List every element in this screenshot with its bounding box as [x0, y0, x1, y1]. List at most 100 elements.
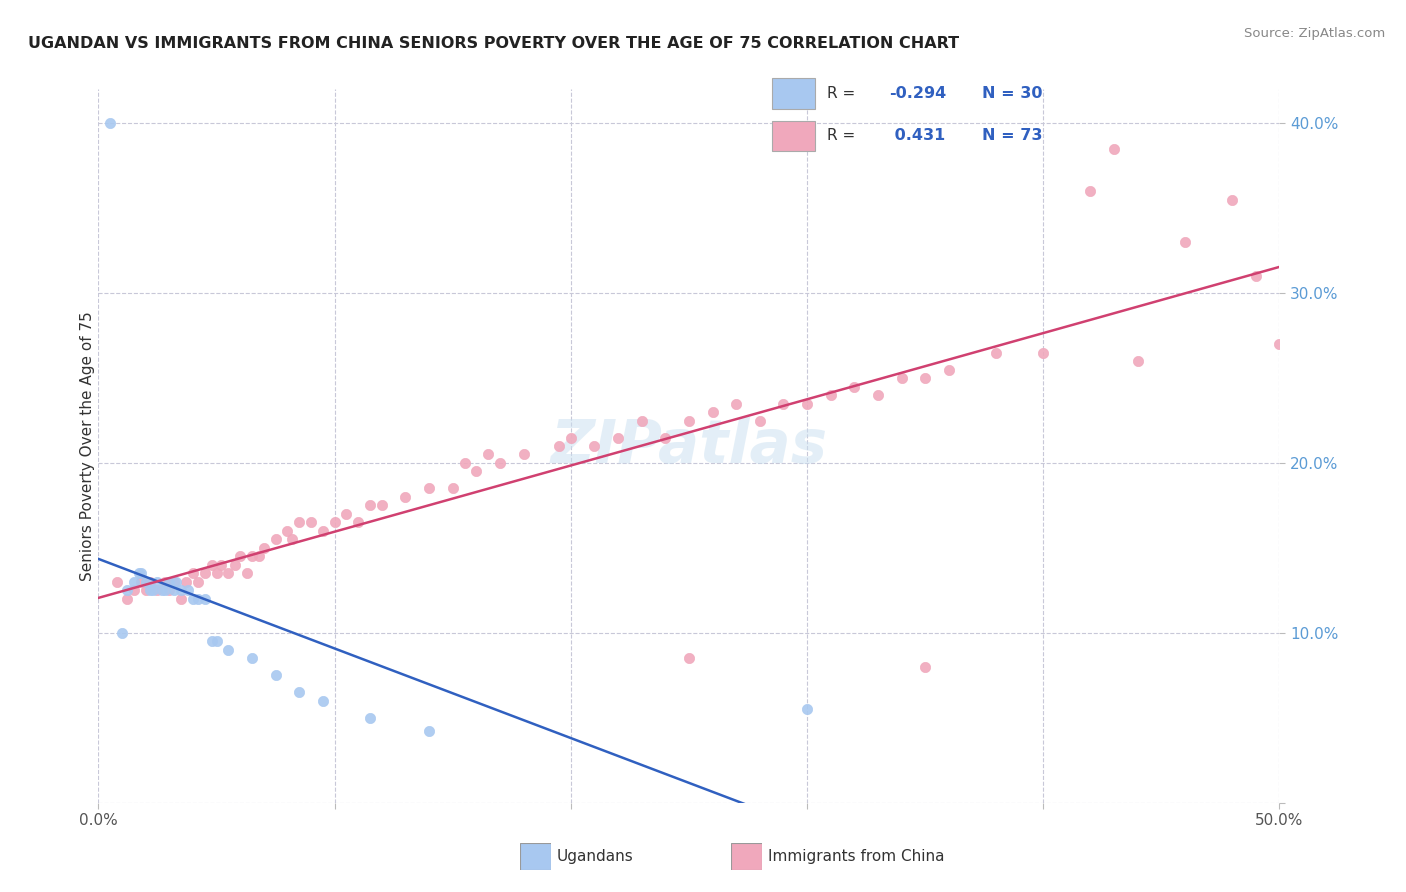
Point — [796, 702, 818, 716]
Point — [146, 574, 169, 589]
Point — [187, 591, 209, 606]
Point — [347, 516, 370, 530]
Point — [276, 524, 298, 538]
Text: Ugandans: Ugandans — [557, 849, 634, 863]
Point — [194, 591, 217, 606]
Point — [914, 371, 936, 385]
Point — [224, 558, 246, 572]
Point — [477, 448, 499, 462]
Point — [1126, 354, 1149, 368]
Point — [418, 482, 440, 496]
Point — [129, 574, 152, 589]
Text: R =: R = — [827, 128, 860, 144]
Point — [725, 396, 748, 410]
Point — [174, 574, 197, 589]
Text: N = 73: N = 73 — [981, 128, 1042, 144]
Point — [914, 660, 936, 674]
Point — [177, 583, 200, 598]
Text: -0.294: -0.294 — [889, 86, 946, 101]
Point — [678, 651, 700, 665]
Point — [194, 566, 217, 581]
Text: UGANDAN VS IMMIGRANTS FROM CHINA SENIORS POVERTY OVER THE AGE OF 75 CORRELATION : UGANDAN VS IMMIGRANTS FROM CHINA SENIORS… — [28, 36, 959, 51]
Point — [359, 711, 381, 725]
Point — [217, 566, 239, 581]
Point — [418, 724, 440, 739]
Point — [1220, 193, 1243, 207]
Point — [153, 583, 176, 598]
Point — [866, 388, 889, 402]
Point — [312, 524, 335, 538]
Point — [153, 574, 176, 589]
Point — [359, 499, 381, 513]
Point — [129, 566, 152, 581]
Text: ZIPatlas: ZIPatlas — [550, 417, 828, 475]
Text: Source: ZipAtlas.com: Source: ZipAtlas.com — [1244, 27, 1385, 40]
Point — [548, 439, 571, 453]
Text: R =: R = — [827, 86, 860, 101]
Point — [240, 549, 263, 564]
Point — [229, 549, 252, 564]
Point — [170, 591, 193, 606]
Point — [820, 388, 842, 402]
Point — [678, 413, 700, 427]
Text: Immigrants from China: Immigrants from China — [768, 849, 945, 863]
Point — [465, 465, 488, 479]
Point — [748, 413, 770, 427]
Point — [288, 516, 311, 530]
Point — [984, 345, 1007, 359]
Point — [122, 583, 145, 598]
Point — [205, 634, 228, 648]
Point — [630, 413, 652, 427]
Point — [236, 566, 259, 581]
Point — [281, 533, 304, 547]
Point — [607, 430, 630, 444]
Point — [122, 574, 145, 589]
Point — [163, 574, 186, 589]
Point — [1174, 235, 1197, 249]
Text: N = 30: N = 30 — [981, 86, 1042, 101]
Point — [181, 591, 204, 606]
Point — [583, 439, 606, 453]
Point — [165, 574, 187, 589]
Point — [217, 643, 239, 657]
Point — [253, 541, 276, 555]
Point — [115, 591, 138, 606]
Point — [796, 396, 818, 410]
Point — [264, 533, 287, 547]
Point — [288, 685, 311, 699]
Point — [702, 405, 724, 419]
Point — [98, 116, 121, 130]
Point — [163, 583, 186, 598]
Y-axis label: Seniors Poverty Over the Age of 75: Seniors Poverty Over the Age of 75 — [80, 311, 94, 581]
Point — [142, 583, 165, 598]
Point — [1080, 184, 1102, 198]
FancyBboxPatch shape — [772, 78, 815, 109]
Point — [247, 549, 270, 564]
Point — [115, 583, 138, 598]
Point — [201, 634, 224, 648]
Point — [187, 574, 209, 589]
Point — [205, 566, 228, 581]
Point — [654, 430, 676, 444]
Point — [105, 574, 128, 589]
Point — [1244, 269, 1267, 284]
Text: 0.431: 0.431 — [889, 128, 945, 144]
Point — [139, 574, 162, 589]
Point — [312, 694, 335, 708]
FancyBboxPatch shape — [772, 120, 815, 151]
Point — [1032, 345, 1054, 359]
Point — [150, 583, 173, 598]
Point — [512, 448, 534, 462]
Point — [489, 456, 512, 470]
Point — [264, 668, 287, 682]
Point — [844, 379, 866, 393]
Point — [181, 566, 204, 581]
Point — [772, 396, 794, 410]
Point — [441, 482, 464, 496]
Point — [890, 371, 912, 385]
Point — [240, 651, 263, 665]
Point — [323, 516, 346, 530]
Point — [170, 583, 193, 598]
Point — [157, 583, 180, 598]
Point — [394, 490, 416, 504]
